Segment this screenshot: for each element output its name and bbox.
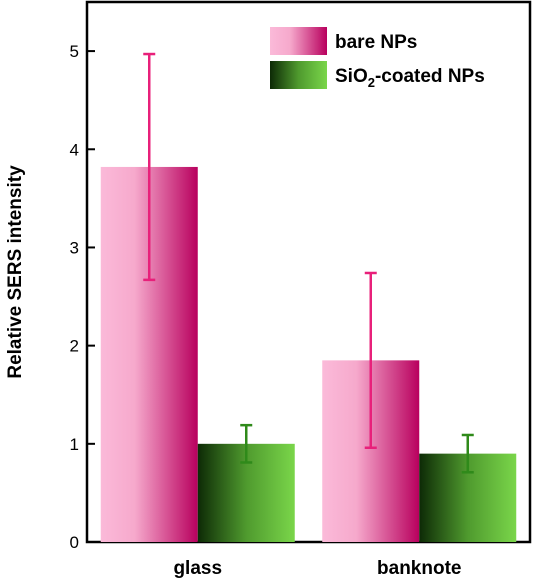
- y-tick-label: 0: [70, 533, 79, 552]
- legend-label-suffix: -coated NPs: [375, 66, 485, 87]
- legend-label-subscript: 2: [368, 75, 375, 90]
- x-category-label-banknote: banknote: [377, 558, 461, 579]
- legend-label-sio2-coated-nps: SiO2-coated NPs: [335, 66, 485, 90]
- legend-label-prefix: SiO: [335, 66, 368, 87]
- y-axis-title: Relative SERS intensity: [5, 165, 26, 379]
- x-axis-labels: glass banknote: [173, 558, 461, 579]
- legend-label-bare-nps: bare NPs: [335, 32, 417, 53]
- y-tick-label: 3: [70, 238, 79, 257]
- error-bar-bare-nps-banknote: [364, 271, 377, 449]
- legend-swatch-sio2-coated-nps: [270, 61, 327, 89]
- y-axis-ticks: 0 1 2 3 4 5: [70, 42, 95, 552]
- error-bar-bare-nps-glass: [143, 52, 156, 282]
- y-tick-label: 4: [70, 140, 79, 159]
- y-tick-label: 2: [70, 337, 79, 356]
- legend-swatch-bare-nps: [270, 27, 327, 55]
- error-bar-sio2-coated-nps-banknote: [461, 433, 474, 474]
- legend: bare NPs SiO2-coated NPs: [270, 27, 485, 90]
- error-bar-sio2-coated-nps-glass: [240, 423, 253, 464]
- y-tick-label: 1: [70, 435, 79, 454]
- x-category-label-glass: glass: [173, 558, 222, 579]
- error-bars-group: [143, 52, 474, 474]
- y-tick-label: 5: [70, 42, 79, 61]
